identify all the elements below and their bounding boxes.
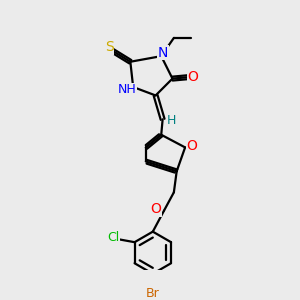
Text: O: O (187, 139, 198, 153)
Text: O: O (188, 70, 198, 84)
Text: H: H (167, 114, 176, 127)
Text: O: O (151, 202, 162, 216)
Text: S: S (105, 40, 114, 54)
Text: Cl: Cl (107, 232, 119, 244)
Text: Br: Br (146, 287, 160, 300)
Text: NH: NH (118, 83, 136, 96)
Text: N: N (158, 46, 168, 60)
